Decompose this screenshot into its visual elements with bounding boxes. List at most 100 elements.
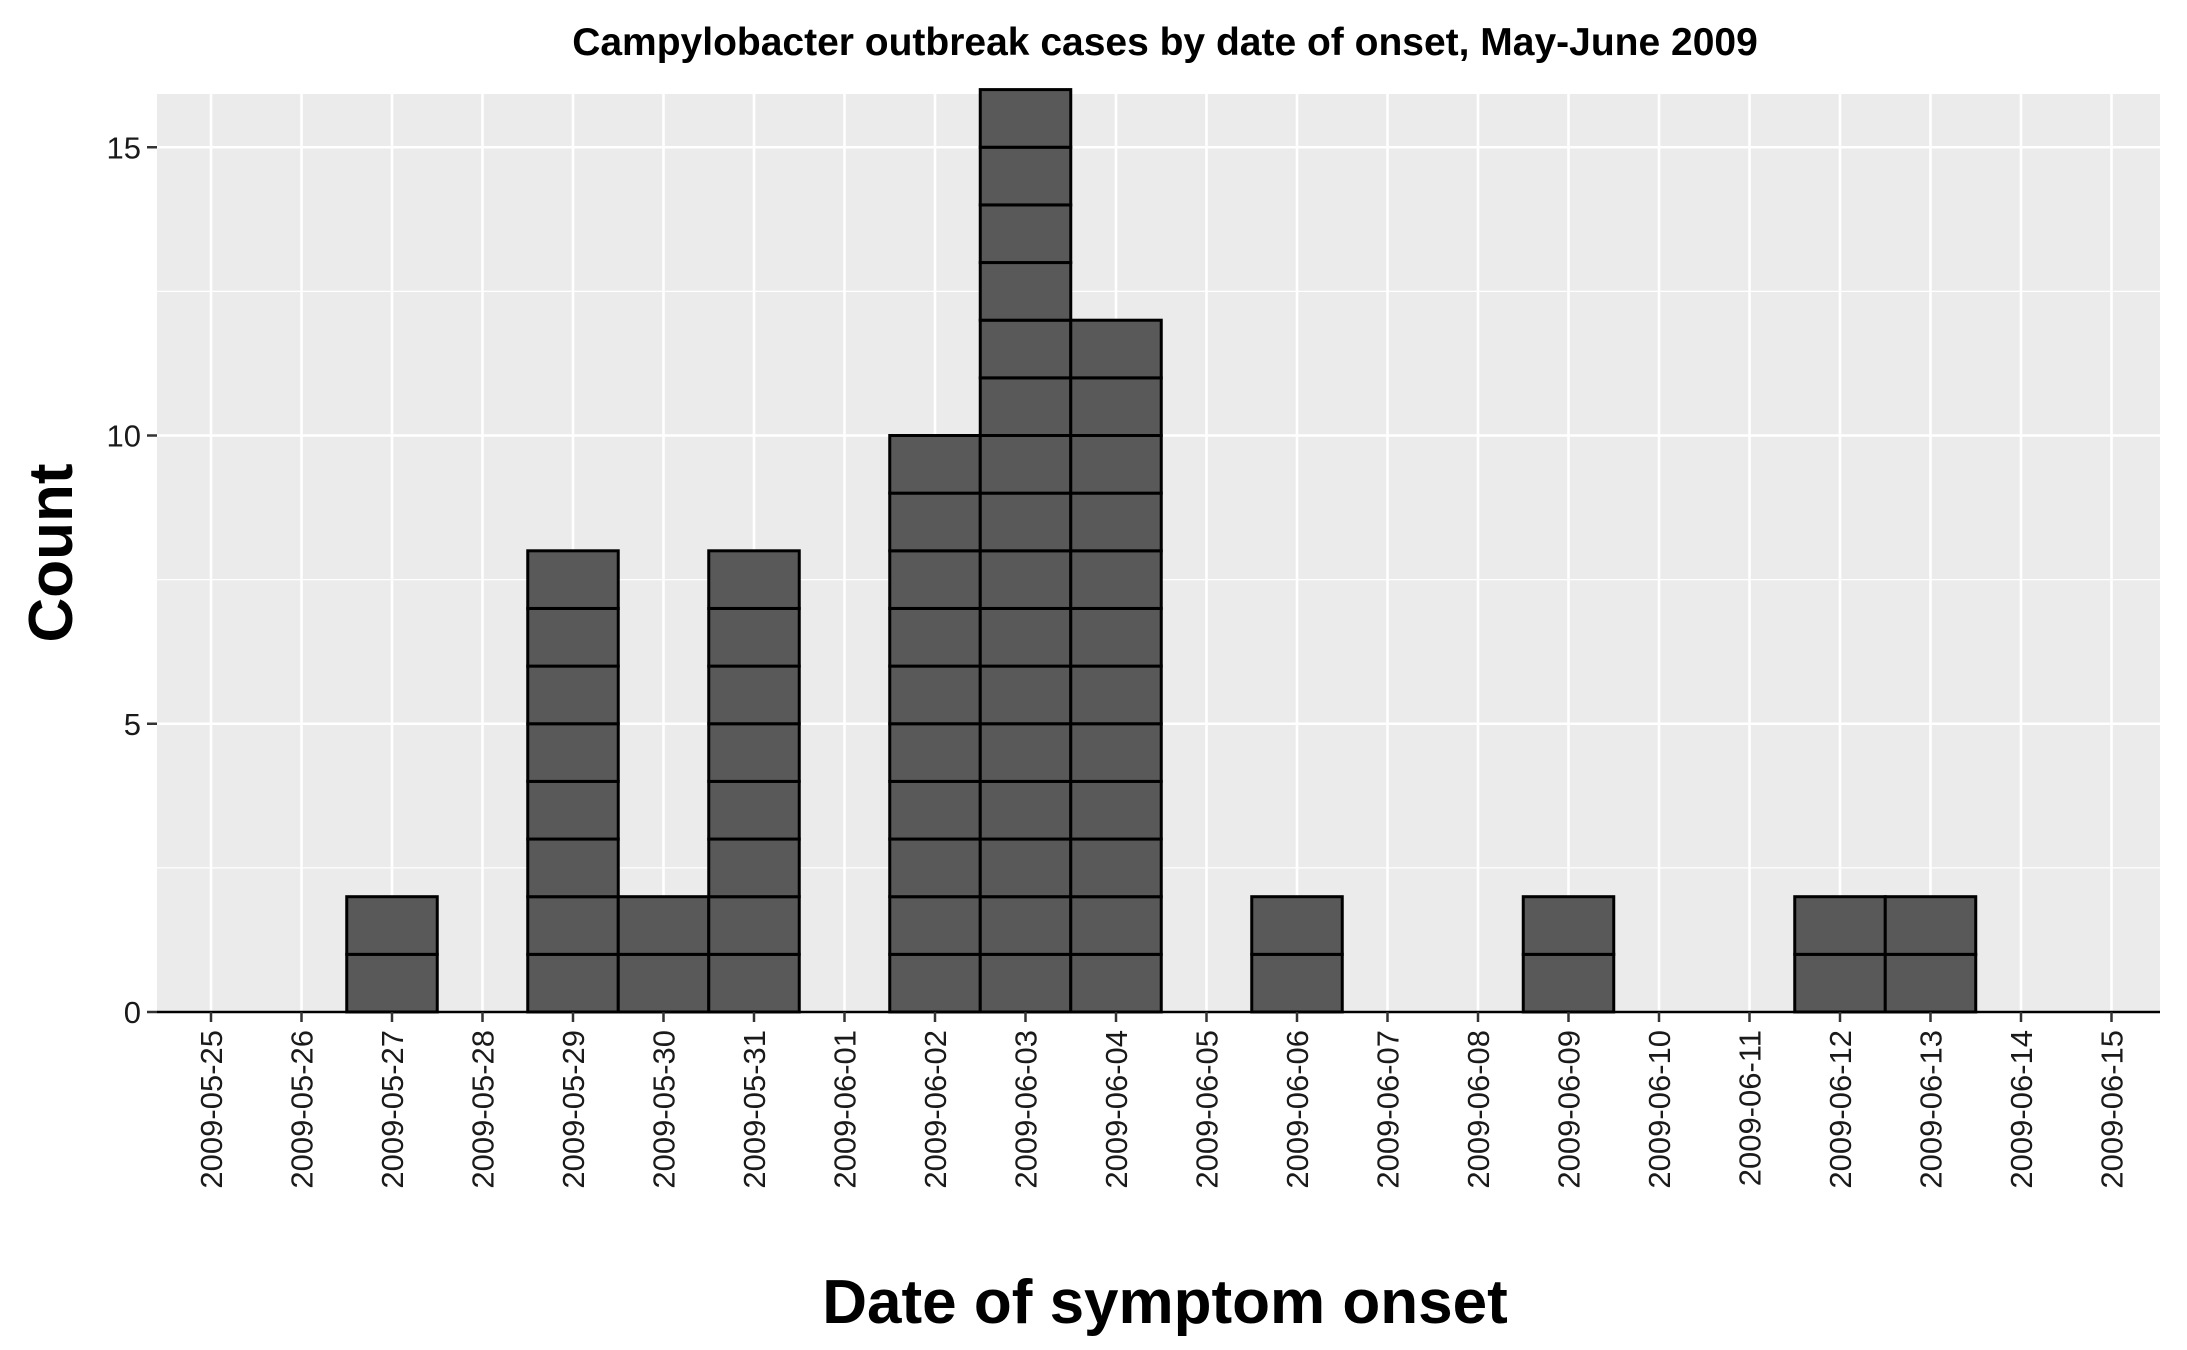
y-tick-label: 10 xyxy=(107,419,141,454)
bar-cell xyxy=(888,664,982,726)
x-tick-label: 2009-06-06 xyxy=(1280,1030,1315,1189)
bar-cell xyxy=(978,145,1073,207)
bar-cell xyxy=(1069,318,1163,380)
x-tick-label: 2009-06-13 xyxy=(1914,1030,1949,1189)
bar-cell xyxy=(978,549,1073,610)
x-tick-label: 2009-05-27 xyxy=(375,1030,410,1189)
x-tick-label: 2009-06-04 xyxy=(1099,1030,1134,1189)
bar-cell xyxy=(888,837,982,899)
bar-2009-06-04 xyxy=(1069,318,1163,1014)
bar-cell xyxy=(888,491,982,553)
bar-cell xyxy=(978,606,1073,668)
bar-cell xyxy=(526,779,620,841)
bar-cell xyxy=(888,549,982,610)
bar-cell xyxy=(707,895,801,956)
chart-title: Campylobacter outbreak cases by date of … xyxy=(572,21,1758,64)
bar-cell xyxy=(526,606,620,668)
bar-cell xyxy=(978,318,1073,380)
bar-cell xyxy=(978,895,1073,956)
x-tick-label: 2009-06-14 xyxy=(2004,1030,2039,1189)
bar-cell xyxy=(1069,952,1163,1014)
bar-cell xyxy=(888,952,982,1014)
bar-cell xyxy=(707,952,801,1014)
x-axis: 2009-05-25 2009-05-26 2009-05-27 2009-05-28… xyxy=(157,1010,2160,1189)
bar-cell xyxy=(526,664,620,726)
bar-2009-06-12 xyxy=(1793,895,1887,1014)
bar-cell xyxy=(345,952,439,1014)
bar-cell xyxy=(526,895,620,956)
major-gridlines xyxy=(157,94,2160,1014)
bar-cell xyxy=(707,837,801,899)
bar-cell xyxy=(888,606,982,668)
x-tick-label: 2009-06-11 xyxy=(1733,1030,1768,1186)
y-axis-title: Count xyxy=(17,463,86,642)
bar-cell xyxy=(1069,549,1163,610)
bar-cell xyxy=(978,376,1073,438)
bar-cell xyxy=(1521,952,1616,1014)
bar-2009-06-03 xyxy=(978,88,1073,1014)
bar-cell xyxy=(707,722,801,783)
bar-cell xyxy=(1521,895,1616,956)
bar-cell xyxy=(1793,895,1887,956)
bar-2009-05-27 xyxy=(345,895,439,1014)
bar-cell xyxy=(1069,895,1163,956)
x-tick-label: 2009-06-09 xyxy=(1552,1030,1587,1189)
bar-2009-06-09 xyxy=(1521,895,1616,1014)
x-tick-label: 2009-06-03 xyxy=(1009,1030,1044,1189)
bar-cell xyxy=(707,779,801,841)
x-axis-title: Date of symptom onset xyxy=(822,1268,1508,1337)
bar-2009-05-30 xyxy=(616,895,711,1014)
y-axis: 0 5 10 15 xyxy=(107,130,157,1030)
bar-cell xyxy=(978,779,1073,841)
bar-cell xyxy=(707,664,801,726)
x-tick-label: 2009-05-29 xyxy=(556,1030,591,1189)
x-tick-label: 2009-06-10 xyxy=(1642,1030,1677,1189)
bar-cell xyxy=(978,664,1073,726)
bars-group xyxy=(345,88,1978,1014)
x-tick-label: 2009-05-30 xyxy=(647,1030,682,1189)
bar-cell xyxy=(978,203,1073,265)
bar-cell xyxy=(526,837,620,899)
bar-cell xyxy=(1069,722,1163,783)
x-tick-label: 2009-05-25 xyxy=(194,1030,229,1189)
bar-cell xyxy=(978,837,1073,899)
bar-cell xyxy=(707,606,801,668)
bar-cell xyxy=(526,549,620,610)
x-tick-label: 2009-06-07 xyxy=(1371,1030,1406,1189)
x-tick-label: 2009-05-26 xyxy=(285,1030,320,1189)
bar-cell xyxy=(1069,491,1163,553)
bar-cell xyxy=(526,722,620,783)
bar-cell xyxy=(978,261,1073,322)
bar-cell xyxy=(1883,895,1978,956)
bar-cell xyxy=(978,722,1073,783)
bar-cell xyxy=(1069,376,1163,438)
bar-cell xyxy=(616,952,711,1014)
x-tick-label: 2009-06-08 xyxy=(1461,1030,1496,1189)
bar-cell xyxy=(1069,434,1163,495)
bar-cell xyxy=(1250,895,1344,956)
bar-cell xyxy=(888,722,982,783)
y-tick-label: 15 xyxy=(107,130,141,165)
bar-cell xyxy=(707,549,801,610)
y-tick-label: 5 xyxy=(124,707,141,742)
bar-2009-06-06 xyxy=(1250,895,1344,1014)
bar-cell xyxy=(1069,837,1163,899)
bar-cell xyxy=(1250,952,1344,1014)
bar-2009-06-02 xyxy=(888,434,982,1014)
x-tick-label: 2009-06-01 xyxy=(828,1030,863,1189)
bar-cell xyxy=(1793,952,1887,1014)
bar-cell xyxy=(888,895,982,956)
bar-cell xyxy=(1069,779,1163,841)
bar-cell xyxy=(888,779,982,841)
bar-2009-06-13 xyxy=(1883,895,1978,1014)
x-tick-label: 2009-06-05 xyxy=(1190,1030,1225,1189)
x-tick-label: 2009-05-28 xyxy=(466,1030,501,1189)
bar-cell xyxy=(978,491,1073,553)
bar-2009-05-29 xyxy=(526,549,620,1014)
bar-cell xyxy=(345,895,439,956)
bar-cell xyxy=(978,434,1073,495)
bar-cell xyxy=(526,952,620,1014)
bar-2009-05-31 xyxy=(707,549,801,1014)
bar-cell xyxy=(616,895,711,956)
